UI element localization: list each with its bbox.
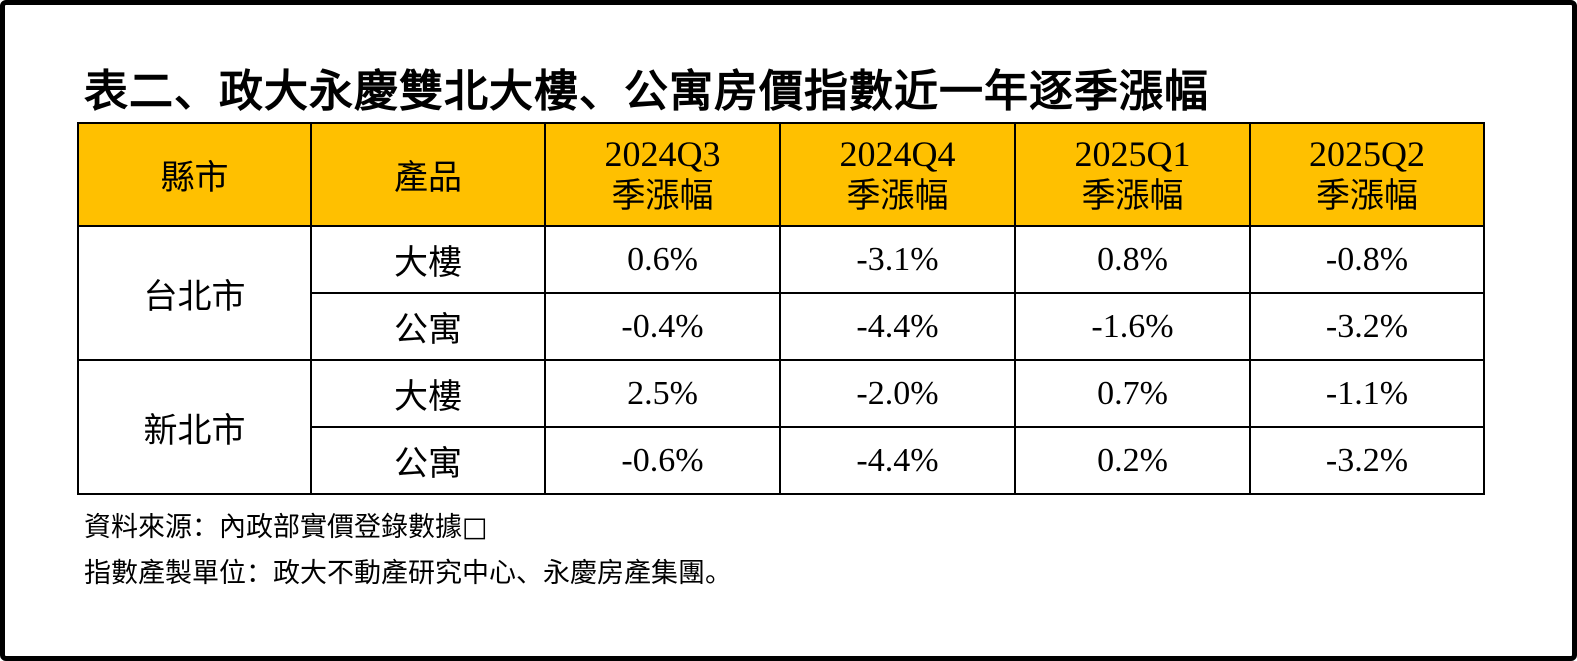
table-row: 台北市 大樓 0.6% -3.1% 0.8% -0.8% xyxy=(77,225,1485,361)
value-cell: 0.6% xyxy=(544,225,781,294)
value-cell: -2.0% xyxy=(779,359,1016,428)
value-cell: 2.5% xyxy=(544,359,781,428)
value-cell: -3.2% xyxy=(1249,426,1485,495)
table-row: 新北市 大樓 2.5% -2.0% 0.7% -1.1% xyxy=(77,359,1485,495)
value-cell: -4.4% xyxy=(779,426,1016,495)
value-cell: -0.6% xyxy=(544,426,781,495)
header-quarter: 2024Q4 季漲幅 xyxy=(779,122,1016,227)
producer-note: 指數產製單位：政大不動產研究中心、永慶房產集團。 xyxy=(84,558,732,589)
city-cell: 新北市 xyxy=(77,359,312,495)
table-title: 表二、政大永慶雙北大樓、公寓房價指數近一年逐季漲幅 xyxy=(84,66,1209,117)
header-row: 縣市 產品 2024Q3 季漲幅 2024Q4 季漲幅 2025Q1 季漲幅 2… xyxy=(77,122,1485,227)
product-cell: 公寓 xyxy=(310,292,546,361)
value-cell: -3.1% xyxy=(779,225,1016,294)
value-cell: 0.8% xyxy=(1014,225,1251,294)
header-quarter: 2025Q1 季漲幅 xyxy=(1014,122,1251,227)
value-cell: 0.2% xyxy=(1014,426,1251,495)
quarter-label: 季漲幅 xyxy=(611,175,714,216)
value-cell: -0.8% xyxy=(1249,225,1485,294)
price-index-table: 縣市 產品 2024Q3 季漲幅 2024Q4 季漲幅 2025Q1 季漲幅 2… xyxy=(77,122,1485,495)
quarter-period: 2024Q4 xyxy=(839,133,956,174)
header-quarter: 2025Q2 季漲幅 xyxy=(1249,122,1485,227)
value-cell: -1.1% xyxy=(1249,359,1485,428)
quarter-period: 2025Q1 xyxy=(1074,133,1191,174)
quarter-period: 2024Q3 xyxy=(604,133,721,174)
product-cell: 大樓 xyxy=(310,225,546,294)
product-cell: 大樓 xyxy=(310,359,546,428)
value-cell: -0.4% xyxy=(544,292,781,361)
quarter-label: 季漲幅 xyxy=(846,175,949,216)
table-row: 公寓 -0.4% -4.4% -1.6% -3.2% xyxy=(78,292,1485,361)
quarter-period: 2025Q2 xyxy=(1309,133,1425,174)
value-cell: -3.2% xyxy=(1249,292,1485,361)
product-cell: 公寓 xyxy=(310,426,546,495)
quarter-label: 季漲幅 xyxy=(1316,175,1418,216)
header-quarter: 2024Q3 季漲幅 xyxy=(544,122,781,227)
quarter-label: 季漲幅 xyxy=(1081,175,1184,216)
header-product: 產品 xyxy=(310,122,546,227)
value-cell: 0.7% xyxy=(1014,359,1251,428)
table-row: 公寓 -0.6% -4.4% 0.2% -3.2% xyxy=(78,426,1485,495)
value-cell: -1.6% xyxy=(1014,292,1251,361)
city-cell: 台北市 xyxy=(77,225,312,361)
header-city: 縣市 xyxy=(77,122,312,227)
source-note: 資料來源：內政部實價登錄數據□ xyxy=(84,512,488,543)
value-cell: -4.4% xyxy=(779,292,1016,361)
